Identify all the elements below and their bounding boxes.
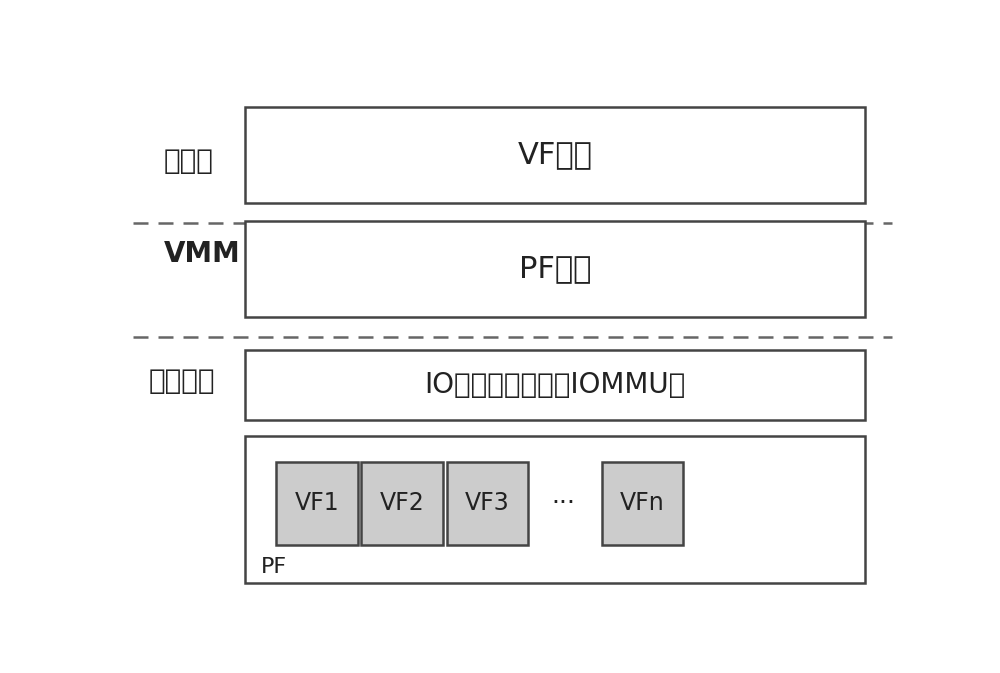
- Text: VF3: VF3: [465, 491, 510, 515]
- FancyBboxPatch shape: [602, 462, 683, 544]
- FancyBboxPatch shape: [276, 462, 358, 544]
- Text: VF1: VF1: [294, 491, 339, 515]
- Text: 虚拟机: 虚拟机: [164, 147, 214, 175]
- Text: 物理资源: 物理资源: [148, 367, 215, 395]
- Text: PF: PF: [261, 557, 287, 577]
- FancyBboxPatch shape: [447, 462, 528, 544]
- Text: VF驱动: VF驱动: [518, 140, 593, 169]
- Text: IO内存控制单元（IOMMU）: IO内存控制单元（IOMMU）: [424, 371, 686, 399]
- Text: VMM: VMM: [164, 240, 240, 269]
- FancyBboxPatch shape: [245, 350, 865, 420]
- Text: PF驱动: PF驱动: [519, 254, 591, 283]
- FancyBboxPatch shape: [245, 221, 865, 316]
- FancyBboxPatch shape: [245, 435, 865, 583]
- FancyBboxPatch shape: [544, 462, 582, 544]
- Text: VFn: VFn: [620, 491, 665, 515]
- Text: ···: ···: [551, 491, 575, 515]
- FancyBboxPatch shape: [361, 462, 443, 544]
- FancyBboxPatch shape: [245, 106, 865, 203]
- Text: VF2: VF2: [380, 491, 424, 515]
